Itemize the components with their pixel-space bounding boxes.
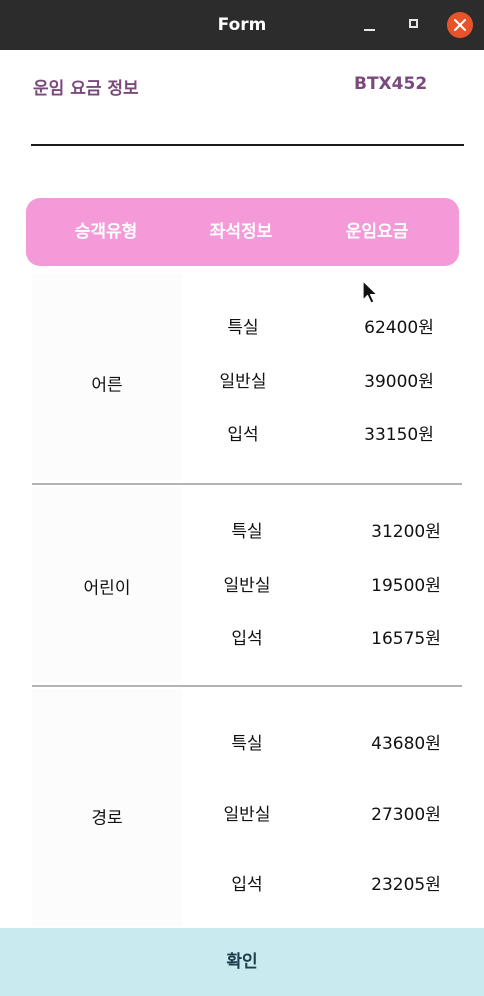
fare-amount: 39000원	[364, 372, 434, 392]
table-row: 특실 62400원	[32, 313, 462, 343]
fare-amount: 16575원	[371, 629, 441, 649]
confirm-button[interactable]: 확인	[0, 928, 484, 996]
maximize-icon[interactable]	[402, 12, 428, 38]
column-header-passenger-type: 승객유형	[74, 222, 138, 242]
table-row: 특실 31200원	[32, 517, 462, 547]
seat-class: 일반실	[223, 805, 271, 825]
fare-group-senior: 경로 특실 43680원 일반실 27300원 입석 23205원	[32, 689, 462, 926]
seat-class: 특실	[231, 734, 263, 754]
fare-amount: 43680원	[371, 734, 441, 754]
passenger-type-label: 어른	[91, 375, 123, 396]
table-row: 일반실 19500원	[32, 571, 462, 601]
seat-class: 특실	[231, 522, 263, 542]
passenger-type-label: 어린이	[83, 578, 131, 599]
passenger-type-cell	[32, 274, 182, 480]
train-code: BTX452	[354, 74, 428, 94]
table-row: 특실 43680원	[32, 729, 462, 759]
mouse-cursor-icon	[362, 280, 378, 304]
column-header-fare: 운임요금	[345, 222, 409, 242]
table-row: 입석 33150원	[32, 420, 462, 450]
table-header: 승객유형 좌석정보 운임요금	[26, 198, 459, 266]
fare-group-adult: 어른 특실 62400원 일반실 39000원 입석 33150원	[32, 274, 462, 480]
header-divider	[31, 144, 464, 146]
fare-amount: 27300원	[371, 805, 441, 825]
column-header-seat-info: 좌석정보	[209, 222, 273, 242]
window-title: Form	[217, 15, 267, 35]
fare-amount: 31200원	[371, 522, 441, 542]
table-row: 일반실 39000원	[32, 367, 462, 397]
group-divider	[32, 685, 462, 687]
seat-class: 입석	[231, 875, 263, 895]
seat-class: 입석	[227, 425, 259, 445]
passenger-type-cell	[32, 689, 182, 926]
page-title: 운임 요금 정보	[33, 79, 139, 99]
seat-class: 특실	[227, 318, 259, 338]
fare-amount: 62400원	[364, 318, 434, 338]
seat-class: 입석	[231, 629, 263, 649]
close-icon[interactable]	[447, 12, 473, 38]
fare-amount: 33150원	[364, 425, 434, 445]
fare-amount: 19500원	[371, 576, 441, 596]
window-titlebar: Form	[0, 0, 484, 50]
table-row: 입석 16575원	[32, 624, 462, 654]
seat-class: 일반실	[223, 576, 271, 596]
passenger-type-cell	[32, 487, 182, 683]
seat-class: 일반실	[219, 372, 267, 392]
minimize-icon[interactable]	[357, 12, 383, 38]
fare-amount: 23205원	[371, 875, 441, 895]
table-row: 입석 23205원	[32, 870, 462, 900]
group-divider	[32, 483, 462, 485]
fare-group-child: 어린이 특실 31200원 일반실 19500원 입석 16575원	[32, 487, 462, 683]
table-row: 일반실 27300원	[32, 800, 462, 830]
passenger-type-label: 경로	[91, 808, 123, 829]
